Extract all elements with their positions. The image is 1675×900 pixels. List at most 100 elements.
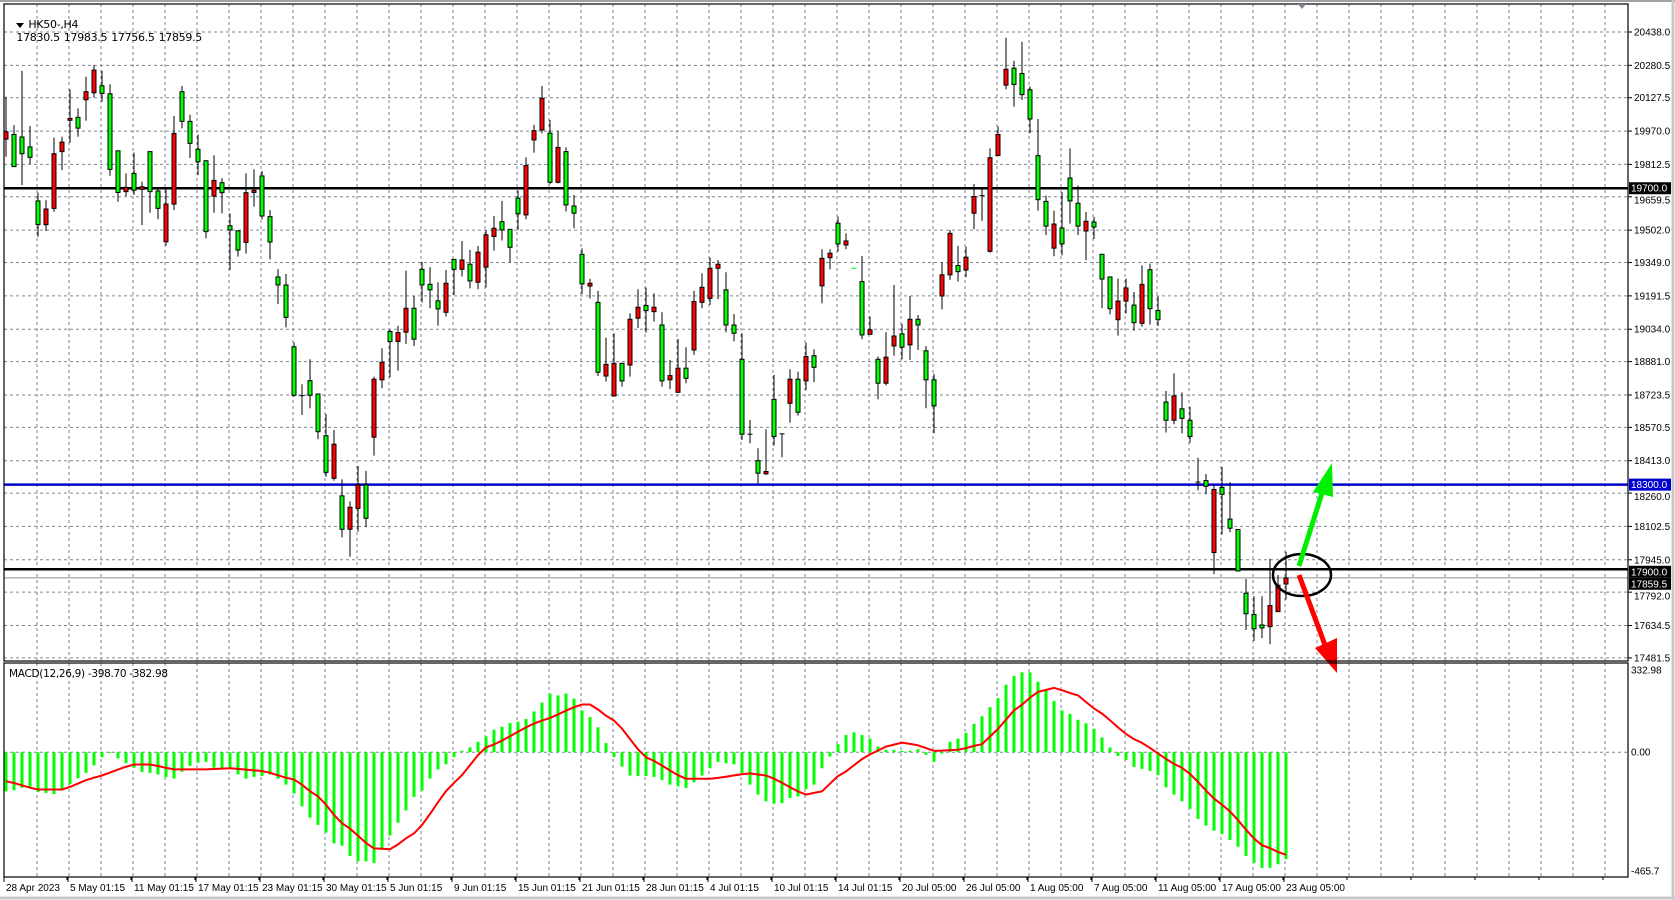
candle-body xyxy=(811,355,817,368)
candle xyxy=(803,342,809,390)
time-axis-label: 7 Aug 05:00 xyxy=(1094,883,1148,894)
macd-label: MACD(12,26,9) xyxy=(9,668,85,680)
price-tick-label: 18723.5 xyxy=(1634,390,1671,401)
candle xyxy=(531,124,537,153)
candle-body xyxy=(51,153,57,209)
candle-body xyxy=(83,91,89,101)
main-pane-frame xyxy=(3,3,1629,662)
time-axis-label: 15 Jun 01:15 xyxy=(518,883,576,894)
candle-body xyxy=(1227,518,1233,529)
candle xyxy=(819,249,825,304)
candle-body xyxy=(883,356,889,384)
candle-body xyxy=(43,208,49,226)
candle xyxy=(331,429,337,481)
price-tick-label: 18881.0 xyxy=(1634,357,1671,368)
candle xyxy=(1059,192,1065,256)
candle-body xyxy=(515,197,521,215)
candle-body xyxy=(403,307,409,333)
candle xyxy=(603,337,609,382)
candle xyxy=(1131,291,1137,331)
candle xyxy=(539,85,545,134)
candle xyxy=(491,215,497,251)
candle-body xyxy=(507,228,513,248)
candle xyxy=(1219,467,1225,535)
candle-body xyxy=(739,358,745,435)
candle-body xyxy=(443,282,449,313)
candle xyxy=(251,169,257,207)
candle xyxy=(427,267,433,309)
candle-body xyxy=(291,346,297,396)
candle xyxy=(1083,211,1089,261)
candle-body xyxy=(275,276,281,286)
candle xyxy=(187,114,193,158)
candle xyxy=(619,362,625,387)
candle-body xyxy=(803,356,809,382)
candle xyxy=(299,384,305,415)
candle xyxy=(235,230,241,257)
candle xyxy=(379,348,385,389)
chart-shift-marker-icon xyxy=(1298,4,1306,9)
candle xyxy=(1235,528,1241,572)
candle-body xyxy=(1147,269,1153,310)
candle xyxy=(731,313,737,342)
candle-body xyxy=(1115,300,1121,321)
time-axis-label: 23 Aug 05:00 xyxy=(1286,883,1345,894)
candle xyxy=(435,282,441,326)
candle xyxy=(123,173,129,197)
candle-body xyxy=(251,189,257,193)
candle-body xyxy=(323,435,329,473)
candle xyxy=(1043,195,1049,236)
price-tick-label: 17634.5 xyxy=(1634,621,1671,632)
candle xyxy=(1019,41,1025,100)
dropdown-triangle-icon[interactable] xyxy=(16,22,25,28)
candle-body xyxy=(499,221,505,231)
price-tick-label: 19349.0 xyxy=(1634,258,1671,269)
high-value: 17983.5 xyxy=(63,31,108,44)
candle xyxy=(699,273,705,309)
candle-body xyxy=(643,305,649,312)
price-marker-label: 17859.5 xyxy=(1631,579,1668,590)
candle-body xyxy=(867,329,873,335)
price-tick-label: 19034.0 xyxy=(1634,325,1671,336)
time-axis-label: 26 Jul 05:00 xyxy=(966,883,1021,894)
candle-body xyxy=(27,146,33,158)
candle-body xyxy=(1259,624,1265,629)
candle xyxy=(1003,37,1009,90)
candle xyxy=(1051,210,1057,257)
candle-body xyxy=(1171,395,1177,421)
candle xyxy=(659,312,665,387)
candle xyxy=(195,134,201,176)
candle xyxy=(1035,119,1041,211)
candle xyxy=(1123,278,1129,314)
candle-body xyxy=(1131,304,1137,324)
candle-body xyxy=(923,350,929,381)
candle xyxy=(1275,575,1281,613)
candle xyxy=(995,126,1001,157)
candle-body xyxy=(1163,401,1169,421)
candle xyxy=(555,130,561,184)
candle-body xyxy=(675,367,681,393)
candle-body xyxy=(795,378,801,413)
candle-body xyxy=(19,136,25,155)
time-axis-label: 1 Aug 05:00 xyxy=(1030,883,1084,894)
candle-body xyxy=(971,195,977,214)
time-axis-label: 11 May 01:15 xyxy=(134,883,194,894)
time-axis-label: 4 Jul 01:15 xyxy=(710,883,759,894)
candle xyxy=(267,210,273,260)
candle xyxy=(459,240,465,277)
candle xyxy=(347,501,353,557)
candle xyxy=(27,125,33,165)
candle-body xyxy=(699,286,705,303)
candle xyxy=(515,190,521,230)
candle-body xyxy=(211,179,217,197)
candle xyxy=(419,261,425,303)
candle-body xyxy=(931,379,937,407)
candle-body xyxy=(427,283,433,291)
candle-body xyxy=(235,230,241,251)
candle xyxy=(499,200,505,241)
candle xyxy=(507,228,513,263)
candle xyxy=(243,173,249,254)
candle xyxy=(211,155,217,213)
price-tick-label: 19191.5 xyxy=(1634,291,1671,302)
